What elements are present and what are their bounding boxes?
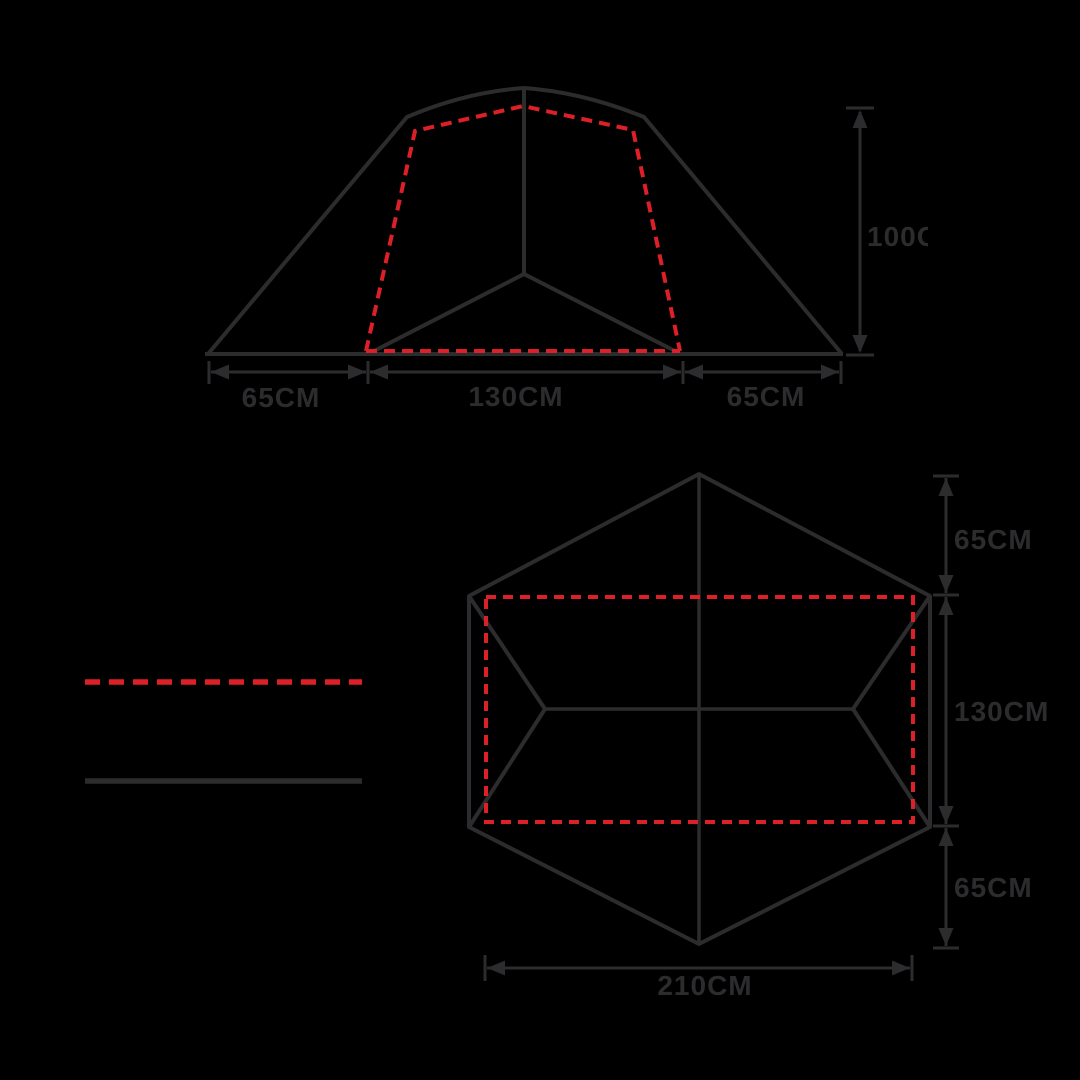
top-ridge-upper-left	[467, 594, 547, 711]
dim-arrow-down	[852, 335, 868, 353]
legend	[85, 679, 362, 784]
front-inner-ridge-right	[523, 272, 680, 355]
front-height-label: 100CM	[867, 221, 962, 252]
dim-arrow-down	[938, 575, 954, 593]
dim-arrow-right	[892, 960, 910, 976]
dim-arrow-right	[821, 364, 839, 380]
dim-arrow-left	[211, 364, 229, 380]
front-dim-center-label: 130CM	[468, 381, 563, 412]
front-dim-right-label: 65CM	[727, 381, 806, 412]
top-ridge-lower-right	[851, 707, 932, 829]
dim-arrow-down	[938, 928, 954, 946]
dim-arrow-up	[852, 110, 868, 128]
dim-arrow-down	[938, 806, 954, 824]
side-dim-top-label: 65CM	[954, 524, 1033, 555]
side-dim-middle-label: 130CM	[954, 696, 1049, 727]
top-ridge-upper-right	[851, 594, 932, 711]
front-inner-ridge-left	[367, 272, 525, 356]
dim-arrow-left	[487, 960, 505, 976]
dim-arrow-right	[663, 364, 681, 380]
side-dim-column: 65CM 130CM 65CM	[933, 474, 1049, 950]
front-height-dim: 100CM	[846, 106, 962, 357]
front-dim-row: 65CM 130CM 65CM	[207, 361, 843, 413]
dim-arrow-left	[685, 364, 703, 380]
dim-arrow-up	[938, 478, 954, 496]
side-dim-bottom-label: 65CM	[954, 872, 1033, 903]
front-view: 65CM 130CM 65CM 100CM	[205, 86, 962, 413]
front-inner-tent-dashed	[364, 103, 682, 352]
top-view: 65CM 130CM 65CM 210CM	[467, 472, 1049, 1001]
dim-arrow-up	[938, 597, 954, 615]
top-width-label: 210CM	[657, 970, 752, 1001]
front-dim-left-label: 65CM	[242, 382, 321, 413]
top-inner-tent-dashed	[484, 595, 915, 824]
top-ridge-lower-left	[467, 707, 547, 829]
top-width-dim: 210CM	[483, 955, 914, 1001]
dim-arrow-up	[938, 828, 954, 846]
dim-arrow-left	[370, 364, 388, 380]
dim-arrow-right	[348, 364, 366, 380]
